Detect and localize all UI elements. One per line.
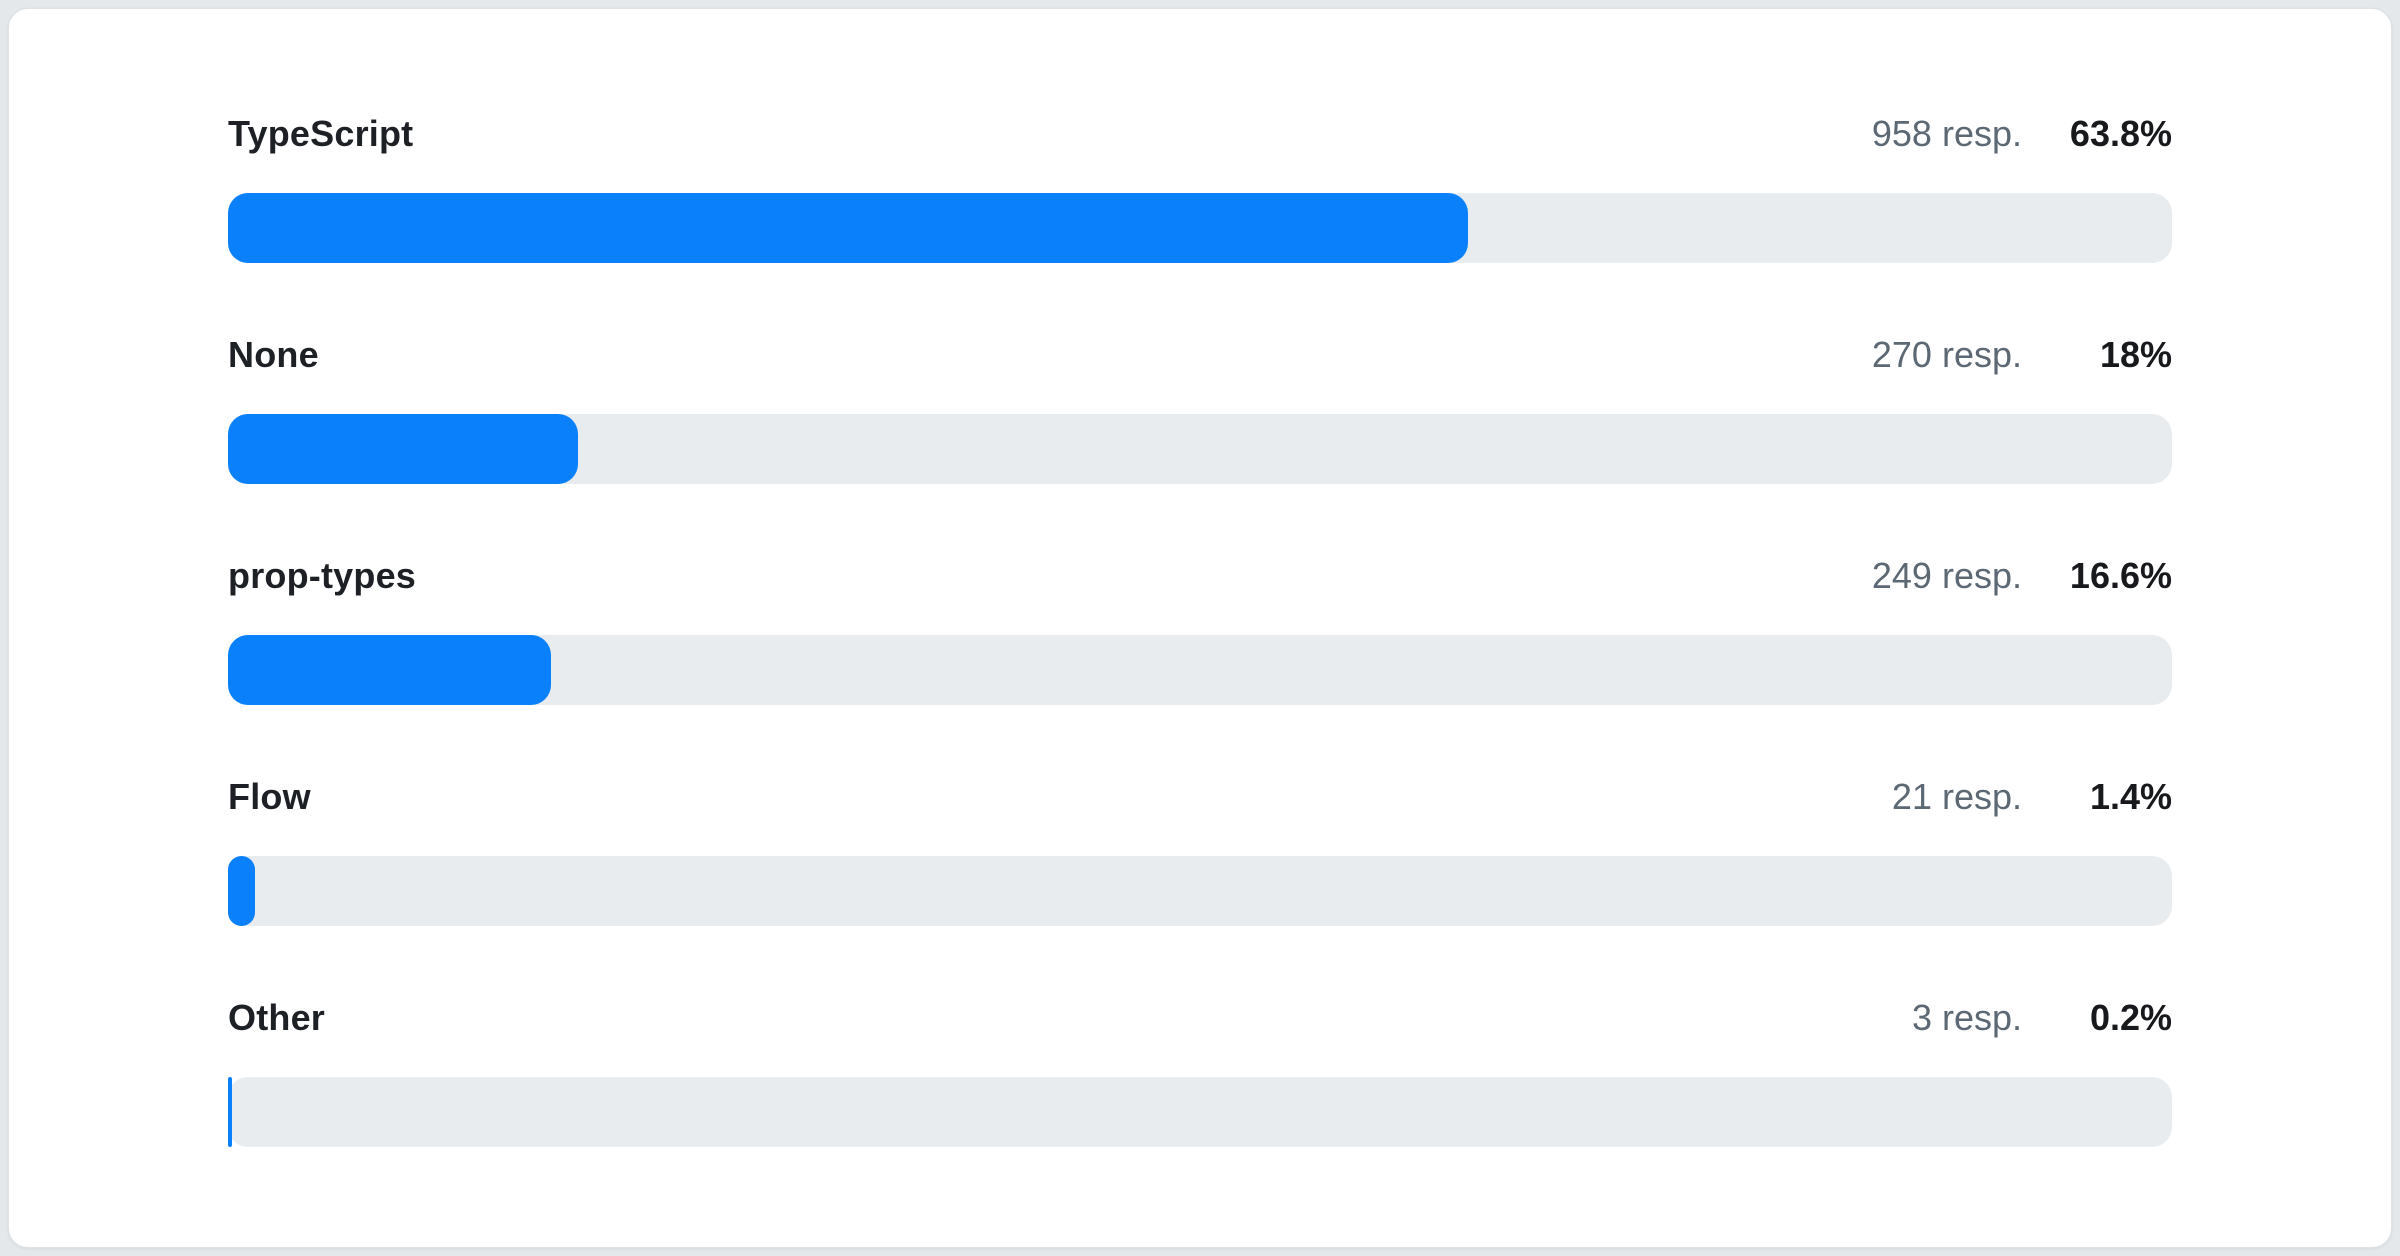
result-row-prop-types: prop-types 249 resp. 16.6% bbox=[228, 551, 2172, 705]
option-label: Other bbox=[228, 997, 326, 1038]
bar-track bbox=[228, 635, 2172, 705]
response-count: 958 resp. bbox=[1871, 113, 2022, 154]
row-header: Flow 21 resp. 1.4% bbox=[228, 772, 2172, 822]
bar-fill bbox=[228, 1077, 232, 1147]
result-row-flow: Flow 21 resp. 1.4% bbox=[228, 772, 2172, 926]
result-row-other: Other 3 resp. 0.2% bbox=[228, 993, 2172, 1147]
survey-results-card: TypeScript 958 resp. 63.8% None 270 resp… bbox=[8, 8, 2392, 1248]
row-header: TypeScript 958 resp. 63.8% bbox=[228, 109, 2172, 159]
option-label: None bbox=[228, 334, 319, 375]
response-count: 3 resp. bbox=[1911, 997, 2022, 1038]
option-label: prop-types bbox=[228, 555, 417, 596]
response-count: 249 resp. bbox=[1871, 555, 2022, 596]
percent-value: 18% bbox=[2099, 334, 2172, 375]
option-label: TypeScript bbox=[228, 113, 414, 154]
response-count: 270 resp. bbox=[1871, 334, 2022, 375]
bar-track bbox=[228, 414, 2172, 484]
bar-fill bbox=[228, 414, 578, 484]
bar-fill bbox=[228, 856, 256, 926]
percent-value: 16.6% bbox=[2069, 555, 2172, 596]
row-header: prop-types 249 resp. 16.6% bbox=[228, 551, 2172, 601]
bar-fill bbox=[228, 635, 551, 705]
bar-fill bbox=[228, 193, 1469, 263]
percent-value: 1.4% bbox=[2089, 776, 2172, 817]
result-row-typescript: TypeScript 958 resp. 63.8% bbox=[228, 109, 2172, 263]
response-count: 21 resp. bbox=[1891, 776, 2022, 817]
bar-track bbox=[228, 193, 2172, 263]
option-label: Flow bbox=[228, 776, 311, 817]
percent-value: 0.2% bbox=[2089, 997, 2172, 1038]
bar-track bbox=[228, 856, 2172, 926]
row-header: Other 3 resp. 0.2% bbox=[228, 993, 2172, 1043]
result-row-none: None 270 resp. 18% bbox=[228, 330, 2172, 484]
row-header: None 270 resp. 18% bbox=[228, 330, 2172, 380]
bar-track bbox=[228, 1077, 2172, 1147]
percent-value: 63.8% bbox=[2069, 113, 2172, 154]
